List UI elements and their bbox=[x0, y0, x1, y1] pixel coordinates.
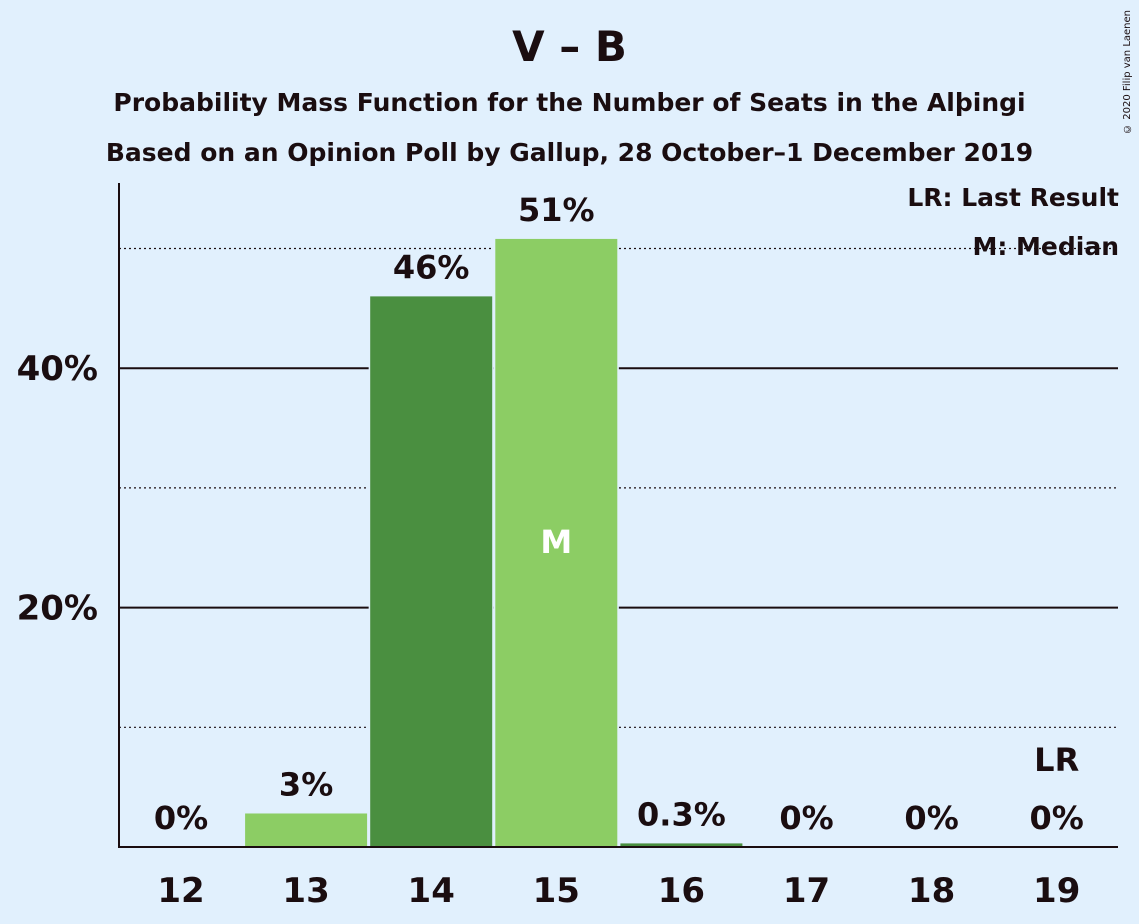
data-label: 0% bbox=[904, 799, 958, 837]
x-tick-label: 13 bbox=[282, 871, 329, 911]
x-tick-label: 14 bbox=[408, 871, 455, 911]
data-label: 0% bbox=[779, 799, 833, 837]
data-label: 3% bbox=[279, 765, 333, 803]
x-tick-label: 18 bbox=[908, 871, 955, 911]
bar-13 bbox=[245, 813, 368, 847]
chart-subtitle-2: Based on an Opinion Poll by Gallup, 28 O… bbox=[105, 138, 1034, 167]
legend-median: M: Median bbox=[972, 232, 1119, 261]
chart-title: V – B bbox=[512, 22, 627, 71]
last-result-marker: LR bbox=[1034, 741, 1079, 779]
bar-16 bbox=[620, 843, 743, 847]
bar-14 bbox=[370, 296, 493, 847]
x-tick-label: 15 bbox=[533, 871, 580, 911]
bars bbox=[243, 237, 744, 847]
x-tick-label: 19 bbox=[1033, 871, 1080, 911]
y-tick-label: 20% bbox=[17, 589, 98, 629]
y-tick-label: 40% bbox=[17, 349, 98, 389]
bar-15 bbox=[495, 238, 618, 847]
chart-subtitle-1: Probability Mass Function for the Number… bbox=[113, 88, 1026, 117]
data-label: 51% bbox=[518, 191, 595, 229]
median-marker: M bbox=[540, 523, 572, 561]
x-tick-label: 17 bbox=[783, 871, 830, 911]
x-tick-label: 12 bbox=[157, 871, 204, 911]
legend-last-result: LR: Last Result bbox=[907, 183, 1119, 212]
axes bbox=[118, 183, 1118, 848]
data-label: 0% bbox=[154, 799, 208, 837]
data-label: 46% bbox=[393, 248, 470, 286]
x-tick-label: 16 bbox=[658, 871, 705, 911]
labels: 20% 40% 12 13 14 15 16 17 18 19 0% 3% 46% 51% 0.3% 0% 0%… bbox=[17, 191, 1084, 911]
data-label: 0% bbox=[1030, 799, 1084, 837]
data-label: 0.3% bbox=[637, 795, 726, 833]
